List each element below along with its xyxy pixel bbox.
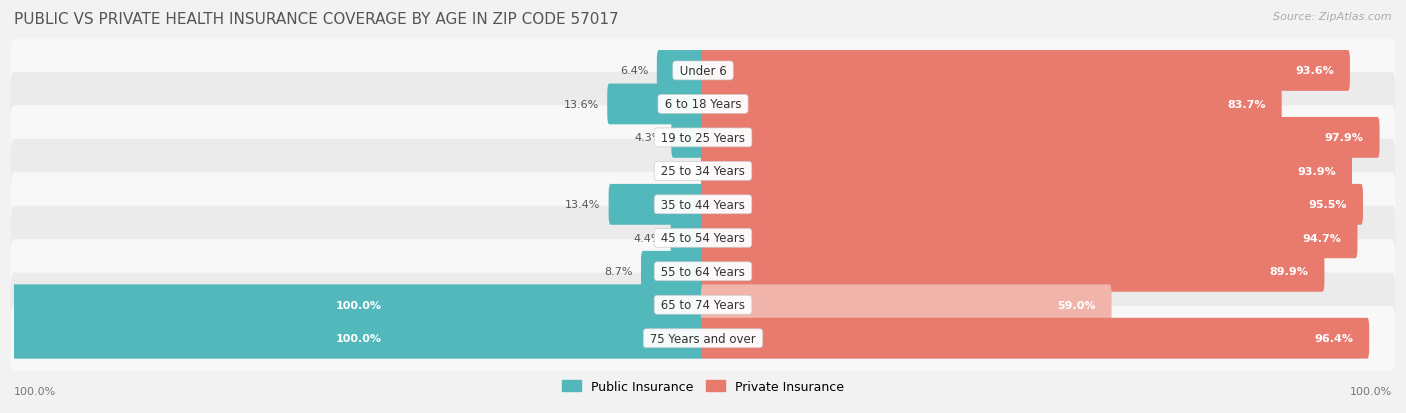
Text: 93.6%: 93.6%: [1295, 66, 1334, 76]
FancyBboxPatch shape: [11, 39, 1395, 103]
Text: 6.4%: 6.4%: [620, 66, 648, 76]
Text: 13.4%: 13.4%: [565, 200, 600, 210]
Text: 19 to 25 Years: 19 to 25 Years: [657, 132, 749, 145]
Text: 89.9%: 89.9%: [1270, 267, 1309, 277]
Text: 6 to 18 Years: 6 to 18 Years: [661, 98, 745, 111]
Text: 55 to 64 Years: 55 to 64 Years: [657, 265, 749, 278]
Text: 25 to 34 Years: 25 to 34 Years: [657, 165, 749, 178]
FancyBboxPatch shape: [607, 84, 704, 125]
FancyBboxPatch shape: [13, 285, 704, 325]
Text: 83.7%: 83.7%: [1227, 100, 1265, 109]
Legend: Public Insurance, Private Insurance: Public Insurance, Private Insurance: [557, 375, 849, 398]
Text: Under 6: Under 6: [676, 65, 730, 78]
Text: 59.0%: 59.0%: [1057, 300, 1095, 310]
FancyBboxPatch shape: [11, 306, 1395, 370]
Text: 100.0%: 100.0%: [1350, 387, 1392, 396]
FancyBboxPatch shape: [702, 285, 1112, 325]
FancyBboxPatch shape: [11, 106, 1395, 170]
FancyBboxPatch shape: [671, 118, 704, 159]
Text: 100.0%: 100.0%: [336, 300, 381, 310]
Text: 75 Years and over: 75 Years and over: [647, 332, 759, 345]
Text: 100.0%: 100.0%: [14, 387, 56, 396]
Text: 35 to 44 Years: 35 to 44 Years: [657, 198, 749, 211]
FancyBboxPatch shape: [11, 240, 1395, 304]
FancyBboxPatch shape: [609, 185, 704, 225]
FancyBboxPatch shape: [702, 118, 1379, 159]
Text: 4.4%: 4.4%: [634, 233, 662, 243]
Text: 0.0%: 0.0%: [665, 166, 693, 176]
FancyBboxPatch shape: [11, 73, 1395, 137]
FancyBboxPatch shape: [11, 139, 1395, 204]
Text: 45 to 54 Years: 45 to 54 Years: [657, 232, 749, 245]
Text: 4.3%: 4.3%: [634, 133, 664, 143]
Text: 97.9%: 97.9%: [1324, 133, 1364, 143]
Text: 13.6%: 13.6%: [564, 100, 599, 109]
Text: 65 to 74 Years: 65 to 74 Years: [657, 299, 749, 311]
FancyBboxPatch shape: [671, 218, 704, 259]
FancyBboxPatch shape: [702, 151, 1353, 192]
FancyBboxPatch shape: [702, 251, 1324, 292]
FancyBboxPatch shape: [702, 218, 1358, 259]
FancyBboxPatch shape: [13, 318, 704, 359]
Text: 96.4%: 96.4%: [1315, 333, 1354, 343]
Text: 94.7%: 94.7%: [1303, 233, 1341, 243]
FancyBboxPatch shape: [641, 251, 704, 292]
Text: 93.9%: 93.9%: [1298, 166, 1336, 176]
Text: 8.7%: 8.7%: [605, 267, 633, 277]
FancyBboxPatch shape: [702, 51, 1350, 92]
FancyBboxPatch shape: [11, 206, 1395, 270]
FancyBboxPatch shape: [657, 51, 704, 92]
Text: 100.0%: 100.0%: [336, 333, 381, 343]
FancyBboxPatch shape: [11, 173, 1395, 237]
FancyBboxPatch shape: [11, 273, 1395, 337]
FancyBboxPatch shape: [702, 185, 1362, 225]
Text: PUBLIC VS PRIVATE HEALTH INSURANCE COVERAGE BY AGE IN ZIP CODE 57017: PUBLIC VS PRIVATE HEALTH INSURANCE COVER…: [14, 12, 619, 27]
FancyBboxPatch shape: [702, 318, 1369, 359]
Text: 95.5%: 95.5%: [1309, 200, 1347, 210]
Text: Source: ZipAtlas.com: Source: ZipAtlas.com: [1274, 12, 1392, 22]
FancyBboxPatch shape: [702, 84, 1282, 125]
